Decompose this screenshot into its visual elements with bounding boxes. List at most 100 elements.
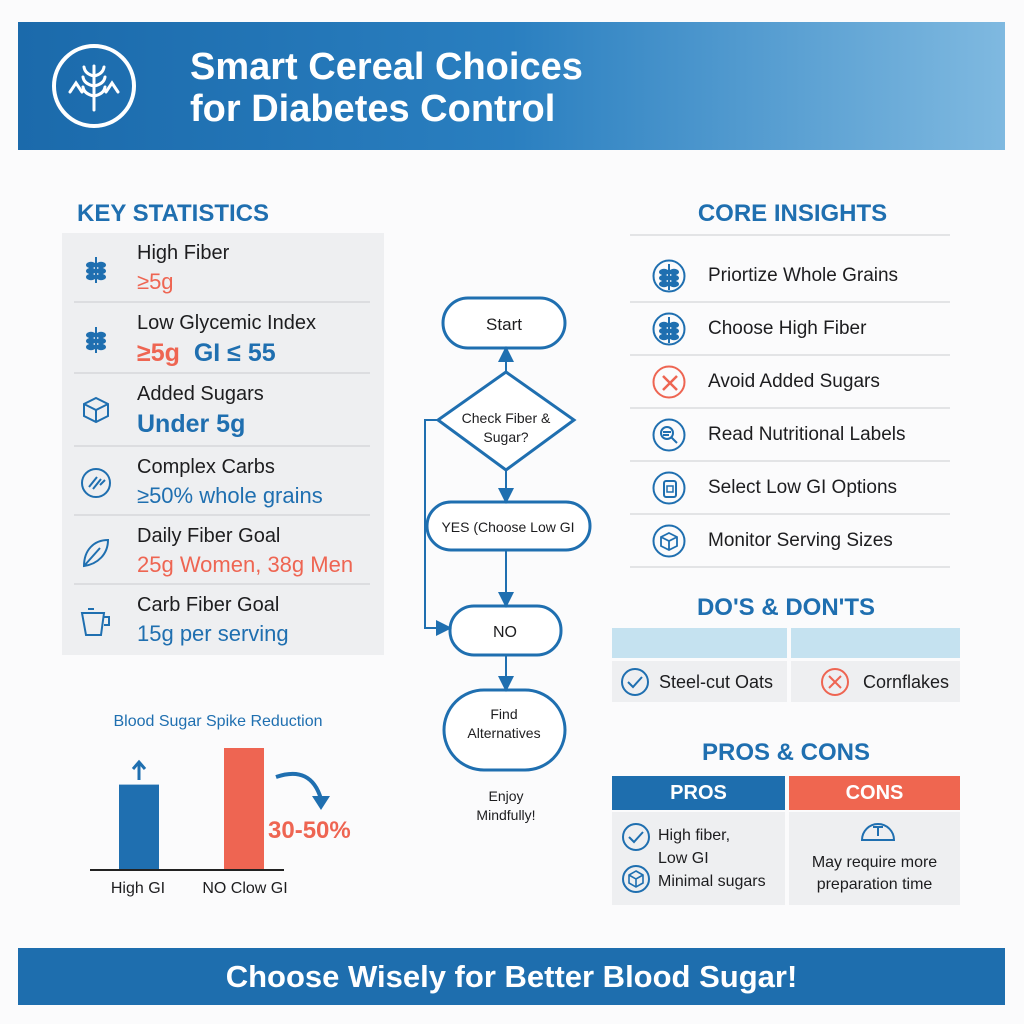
- stat-value: 25g Women, 38g Men: [137, 552, 354, 577]
- divider: [74, 583, 370, 585]
- stat-row: Low Glycemic Index ≥5g GI ≤ 55: [62, 303, 384, 373]
- curved-arrow-head: [312, 796, 330, 810]
- bar-chart: Blood Sugar Spike Reduction High GI NO Clo…: [90, 713, 351, 897]
- bar: [119, 784, 159, 870]
- pros-text: Minimal sugars: [658, 873, 766, 890]
- divider: [630, 234, 950, 236]
- insight-item: Choose High Fiber: [630, 303, 950, 356]
- insight-label: Avoid Added Sugars: [708, 371, 880, 392]
- insight-item: Avoid Added Sugars: [630, 356, 950, 409]
- stat-value: Under 5g: [137, 410, 246, 438]
- flow-end-label: Mindfully!: [476, 807, 535, 823]
- stat-value: ≥5g: [137, 339, 180, 367]
- cube-icon: [652, 524, 686, 558]
- cons-cell: May require more preparation time: [789, 812, 960, 905]
- do-cell: Steel-cut Oats: [612, 661, 787, 702]
- stat-label: Low Glycemic Index: [137, 312, 316, 334]
- insight-label: Read Nutritional Labels: [708, 424, 906, 445]
- cube-icon: [622, 865, 650, 893]
- flow-start-label: Start: [486, 315, 522, 334]
- x-circle-icon: [821, 668, 849, 696]
- flow-no-label: NO: [493, 624, 517, 641]
- flow-yes-label: YES (Choose Low GI: [441, 519, 574, 535]
- bar: [224, 748, 264, 870]
- wheat-icon: [86, 257, 106, 283]
- header-banner: [18, 22, 1005, 150]
- title-line-1: Smart Cereal Choices: [190, 46, 583, 88]
- key-statistics-heading: KEY STATISTICS: [77, 200, 270, 227]
- sugar-cube-icon: [83, 396, 109, 424]
- insight-label: Choose High Fiber: [708, 318, 867, 339]
- flow-decision-label: Sugar?: [483, 429, 528, 445]
- insight-item: Monitor Serving Sizes: [630, 515, 950, 568]
- do-label: Steel-cut Oats: [659, 672, 774, 692]
- pros-header: PROS: [612, 776, 785, 810]
- flow-find-label: Alternatives: [467, 725, 540, 741]
- insight-item: Read Nutritional Labels: [630, 409, 950, 462]
- donts-header: [791, 628, 960, 658]
- stat-value: GI ≤ 55: [193, 339, 276, 367]
- stat-label: Carb Fiber Goal: [137, 594, 280, 616]
- divider: [74, 301, 370, 303]
- pros-text: Low GI: [658, 850, 709, 867]
- leaf-icon: [82, 538, 110, 568]
- insight-item: Select Low GI Options: [630, 462, 950, 515]
- stat-label: Complex Carbs: [137, 456, 275, 478]
- footer-banner: Choose Wisely for Better Blood Sugar!: [18, 948, 1005, 1005]
- title-line-2: for Diabetes Control: [190, 88, 556, 130]
- pros-text: High fiber,: [658, 827, 731, 844]
- divider: [74, 445, 370, 447]
- cons-header: CONS: [789, 776, 960, 810]
- divider: [74, 514, 370, 516]
- label-icon: [652, 471, 686, 505]
- insight-item: Priortize Whole Grains: [630, 250, 950, 303]
- flow-decision-label: Check Fiber &: [462, 410, 551, 426]
- dont-cell: Cornflakes: [791, 661, 960, 702]
- core-insights-heading: CORE INSIGHTS: [697, 200, 888, 227]
- dos-donts-heading: DO'S & DON'TS: [696, 594, 876, 621]
- insight-label: Monitor Serving Sizes: [708, 530, 893, 551]
- grains-icon: [81, 468, 111, 498]
- insight-label: Priortize Whole Grains: [708, 265, 899, 286]
- stat-row: Carb Fiber Goal 15g per serving: [62, 585, 384, 655]
- stat-label: High Fiber: [137, 242, 230, 264]
- stat-row: Daily Fiber Goal 25g Women, 38g Men: [62, 516, 384, 586]
- key-statistics-panel: High Fiber ≥5g Low Glycemic Index ≥5g GI…: [62, 233, 384, 655]
- dos-header: [612, 628, 787, 658]
- flow-arrow: [424, 419, 452, 636]
- cons-text: preparation time: [816, 876, 933, 893]
- stat-value: ≥50% whole grains: [137, 483, 323, 508]
- insight-label: Select Low GI Options: [708, 477, 898, 498]
- wheat-icon: [652, 312, 686, 346]
- divider: [74, 372, 370, 374]
- flow-find-label: Find: [490, 706, 517, 722]
- up-arrow-icon: [131, 759, 147, 780]
- pros-cons-heading: PROS & CONS: [701, 739, 871, 766]
- stat-label: Daily Fiber Goal: [137, 525, 281, 547]
- stat-value: ≥5g: [137, 269, 174, 294]
- gauge-icon: [860, 823, 896, 841]
- measuring-cup-icon: [80, 608, 110, 636]
- stat-row: Complex Carbs ≥50% whole grains: [62, 447, 384, 517]
- wheat-logo-icon: [52, 44, 136, 128]
- stat-value: 15g per serving: [137, 621, 289, 646]
- wheat-icon: [86, 327, 106, 353]
- dont-label: Cornflakes: [863, 672, 950, 692]
- wheat-icon: [652, 259, 686, 293]
- x-tick-label: NO Clow GI: [202, 880, 287, 897]
- stat-label: Added Sugars: [137, 383, 264, 405]
- chart-title: Blood Sugar Spike Reduction: [113, 713, 322, 730]
- check-circle-icon: [621, 668, 649, 696]
- pros-cell: High fiber, Low GI Minimal sugars: [612, 812, 785, 905]
- magnifier-icon: [652, 418, 686, 452]
- cons-text: May require more: [811, 854, 938, 871]
- x-tick-label: High GI: [111, 880, 165, 897]
- curved-arrow-icon: [275, 771, 323, 800]
- stat-row: Added Sugars Under 5g: [62, 374, 384, 444]
- stat-row: High Fiber ≥5g: [62, 233, 384, 303]
- flow-end-label: Enjoy: [488, 788, 523, 804]
- check-circle-icon: [622, 823, 650, 851]
- page-title: Smart Cereal Choices for Diabetes Control: [190, 46, 583, 130]
- chart-annotation: 30-50%: [268, 817, 351, 844]
